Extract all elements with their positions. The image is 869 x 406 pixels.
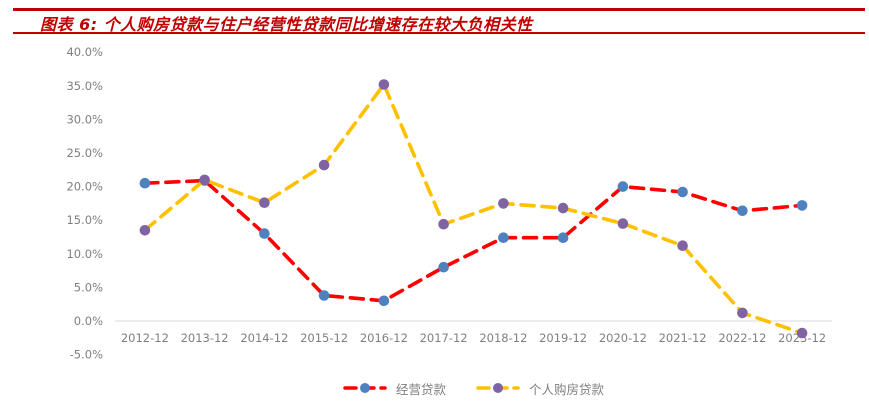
legend-marker-business-loan-icon (343, 383, 387, 393)
legend-marker-housing-loan-icon (476, 383, 520, 393)
data-point-business-loan (318, 290, 330, 301)
data-point-housing-loan (378, 79, 390, 90)
data-point-business-loan (557, 232, 569, 243)
data-point-housing-loan (737, 307, 748, 319)
data-point-housing-loan (617, 218, 629, 229)
header-top-rule (13, 8, 865, 11)
x-axis-tick-label: 2020-12 (599, 331, 647, 345)
data-point-housing-loan (498, 198, 509, 209)
y-axis-tick-label: 5.0% (74, 280, 103, 294)
data-point-housing-loan (796, 327, 808, 339)
data-point-housing-loan (677, 240, 688, 251)
legend-label-business-loan: 经营贷款 (395, 381, 446, 397)
data-point-business-loan (378, 295, 390, 307)
x-axis-tick-label: 2012-12 (121, 331, 169, 345)
x-axis-tick-label: 2013-12 (181, 331, 229, 345)
series-line-business-loan (143, 178, 804, 303)
x-axis-tick-label: 2022-12 (718, 331, 766, 345)
data-point-business-loan (438, 261, 449, 273)
y-axis-tick-label: 30.0% (66, 112, 103, 126)
data-point-business-loan (677, 186, 688, 198)
data-point-housing-loan (438, 218, 449, 230)
data-point-housing-loan (199, 174, 210, 186)
x-axis-tick-label: 2019-12 (539, 331, 587, 345)
x-axis-tick-label: 2017-12 (420, 331, 468, 345)
figure-header: 图表 6: 个人购房贷款与住户经营性贷款同比增速存在较大负相关性 (13, 0, 865, 36)
chart-legend: 经营贷款 个人购房贷款 (115, 376, 832, 400)
y-axis-tick-label: 15.0% (66, 213, 103, 227)
data-point-business-loan (259, 228, 270, 239)
x-axis-tick-label: 2021-12 (659, 331, 707, 345)
y-axis-tick-label: 40.0% (66, 45, 103, 59)
data-point-housing-loan (259, 197, 270, 208)
data-point-business-loan (498, 232, 509, 243)
y-axis-tick-label: 25.0% (66, 146, 103, 160)
data-point-business-loan (796, 200, 808, 211)
legend-label-housing-loan: 个人购房贷款 (529, 381, 605, 397)
legend-item-business-loan: 经营贷款 (343, 379, 446, 398)
data-point-business-loan (617, 181, 629, 192)
data-point-housing-loan (557, 202, 569, 214)
x-axis-tick-label: 2014-12 (240, 331, 288, 345)
figure-title: 图表 6: 个人购房贷款与住户经营性贷款同比增速存在较大负相关性 (40, 15, 533, 34)
data-point-housing-loan (318, 159, 330, 171)
y-axis-tick-label: 35.0% (66, 79, 103, 93)
y-axis-tick-label: 10.0% (66, 247, 103, 261)
legend-item-housing-loan: 个人购房贷款 (476, 379, 604, 398)
x-axis-tick-label: 2016-12 (360, 331, 408, 345)
series-line-housing-loan (143, 80, 804, 335)
y-axis-tick-label: -5.0% (70, 348, 103, 362)
data-point-business-loan (139, 177, 151, 189)
y-axis-tick-label: 20.0% (66, 180, 103, 194)
data-point-housing-loan (139, 225, 151, 236)
x-axis-tick-label: 2015-12 (300, 331, 348, 345)
header-bottom-rule (13, 32, 865, 34)
data-point-business-loan (737, 205, 748, 217)
x-axis-tick-label: 2018-12 (479, 331, 527, 345)
y-axis-tick-label: 0.0% (74, 314, 103, 328)
